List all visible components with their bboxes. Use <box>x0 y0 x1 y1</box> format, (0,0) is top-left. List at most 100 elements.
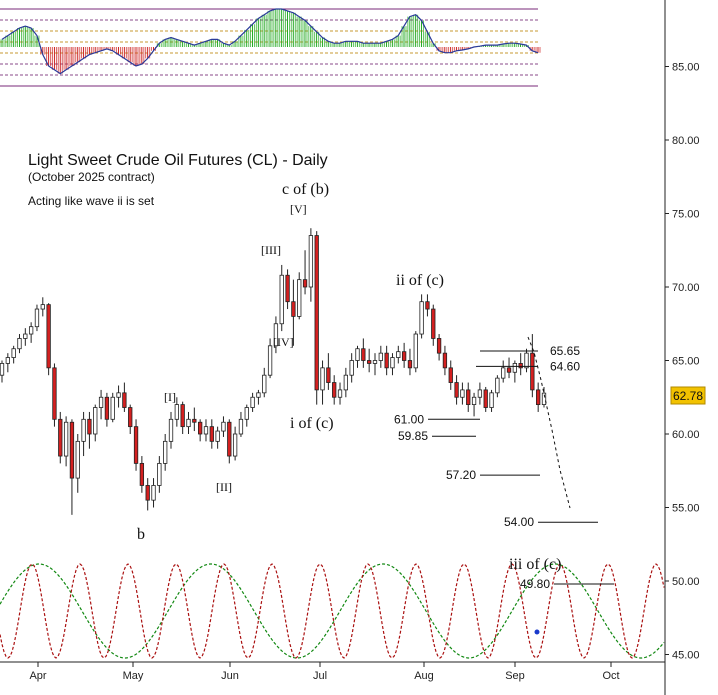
candle <box>291 279 296 346</box>
candle <box>501 360 506 383</box>
candle-body <box>262 374 267 394</box>
candle-body <box>471 396 477 405</box>
candle-body <box>122 392 127 408</box>
candle-body <box>52 367 57 420</box>
candle <box>81 411 86 457</box>
candle <box>244 404 249 427</box>
candle-body <box>512 363 518 373</box>
candle <box>407 348 413 376</box>
candle <box>448 360 453 390</box>
candle <box>320 360 325 405</box>
candle-body <box>244 407 249 420</box>
candle <box>454 375 459 405</box>
candle <box>87 411 92 449</box>
candle <box>378 345 383 368</box>
x-tick-label: Sep <box>505 670 525 682</box>
candle <box>332 375 337 405</box>
candle <box>425 294 430 317</box>
candle <box>524 348 529 373</box>
label-wave-b: b <box>137 526 145 543</box>
candle-body <box>63 421 69 457</box>
slow-cycle-line <box>0 563 665 659</box>
label-wave-V: [V] <box>290 202 307 216</box>
candle-body <box>58 418 63 457</box>
candle <box>238 411 244 437</box>
candle <box>128 404 133 434</box>
last-price-value: 62.78 <box>673 389 703 403</box>
candle-body <box>0 363 5 376</box>
candle <box>326 353 331 390</box>
candle-body <box>413 333 418 369</box>
candle-body <box>157 462 162 486</box>
candle-body <box>343 374 348 391</box>
candle <box>489 389 494 412</box>
candle-body <box>87 418 92 435</box>
candle <box>460 382 465 405</box>
candle-body <box>396 351 401 358</box>
candle <box>23 328 28 346</box>
candle <box>227 419 232 464</box>
candle <box>209 419 214 449</box>
candle <box>308 228 314 302</box>
candle-body <box>524 352 529 369</box>
candle-body <box>460 389 465 398</box>
candle <box>279 264 284 332</box>
candle-body <box>215 430 220 442</box>
candle <box>221 416 226 437</box>
candle <box>40 297 45 317</box>
x-tick-label: Apr <box>29 670 46 682</box>
candle-body <box>163 440 168 464</box>
x-tick-label: May <box>123 670 144 682</box>
y-tick-label: 70.00 <box>672 282 700 294</box>
candle-body <box>34 308 40 328</box>
candle <box>58 411 63 464</box>
candle-body <box>489 392 494 408</box>
candle-body <box>75 440 80 479</box>
candle <box>506 357 512 379</box>
candle-body <box>98 396 104 408</box>
candle <box>116 385 121 408</box>
candle-body <box>466 389 471 405</box>
level-label: 61.00 <box>394 412 424 426</box>
candle <box>69 419 75 515</box>
candle-body <box>93 407 98 435</box>
candle <box>530 334 535 398</box>
candle <box>157 456 162 493</box>
label-wave-II: [II] <box>216 480 232 494</box>
candle-body <box>436 338 442 354</box>
candle-body <box>11 348 16 358</box>
candle <box>0 360 5 383</box>
candle-body <box>17 338 22 350</box>
last-price-tag: 62.78 <box>670 386 706 405</box>
candle-body <box>198 421 203 435</box>
y-tick-label: 75.00 <box>672 209 700 221</box>
price-axis: 85.00 80.00 75.00 70.00 65.00 60.00 55.00 50.00… <box>0 0 700 695</box>
candle <box>145 478 150 511</box>
chart-subtitle: (October 2025 contract) <box>28 170 155 184</box>
candle <box>297 272 302 320</box>
cycle-panel <box>0 563 665 659</box>
candle-body <box>285 274 290 303</box>
candle <box>471 392 477 417</box>
candle-body <box>541 392 547 406</box>
candle-body <box>518 363 523 369</box>
candle-body <box>221 421 226 432</box>
y-tick-label: 60.00 <box>672 429 700 441</box>
oscillator-panel <box>0 8 541 87</box>
candle <box>151 478 156 508</box>
label-wave-IV: [IV] <box>273 335 294 349</box>
candle <box>250 392 255 412</box>
candle-body <box>337 389 343 398</box>
candle <box>466 382 471 412</box>
candle <box>273 316 279 354</box>
candle-body <box>425 301 430 310</box>
candle-body <box>407 360 413 369</box>
level-label: 65.65 <box>550 344 580 358</box>
candle-body <box>506 367 512 373</box>
candle-body <box>5 357 10 364</box>
candle-body <box>297 279 302 317</box>
candle-body <box>133 426 139 464</box>
candle <box>343 367 348 398</box>
label-iii-of-c: iii of (c) <box>509 556 561 573</box>
